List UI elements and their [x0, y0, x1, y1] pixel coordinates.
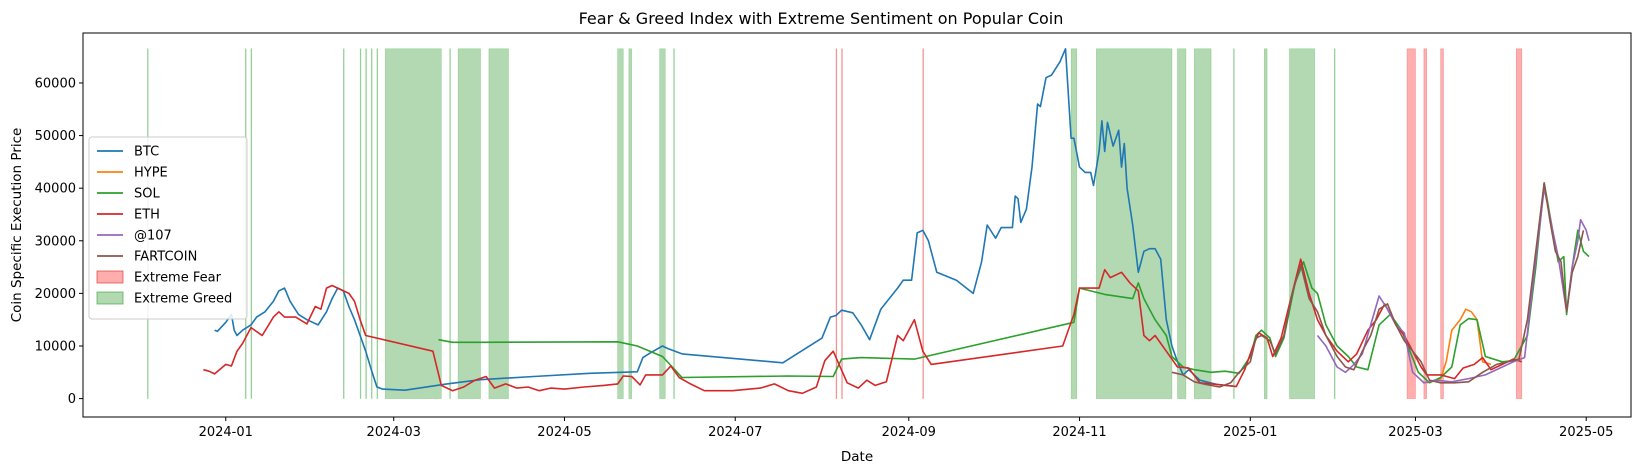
x-tick-label: 2024-01	[199, 425, 253, 440]
legend-label: BTC	[134, 145, 159, 160]
series-lines	[203, 48, 1590, 395]
extreme-greed-band	[1263, 48, 1268, 399]
y-tick-label: 50000	[35, 129, 76, 144]
extreme-greed-band	[457, 48, 481, 399]
extreme-greed-band	[449, 48, 451, 399]
legend-label: FARTCOIN	[134, 250, 197, 265]
extreme-fear-band	[922, 48, 924, 399]
extreme-fear-band	[841, 48, 843, 399]
extreme-greed-band	[1177, 48, 1187, 399]
extreme-greed-band	[659, 48, 666, 399]
extreme-greed-band	[250, 48, 253, 399]
series-line-fartcoin	[1171, 182, 1585, 388]
x-tick-label: 2024-09	[882, 425, 936, 440]
extreme-greed-band	[1096, 48, 1173, 399]
y-tick-label: 40000	[35, 182, 76, 197]
extreme-fear-band	[835, 48, 838, 399]
x-tick-label: 2025-03	[1388, 425, 1442, 440]
sentiment-bands	[147, 48, 1523, 399]
extreme-greed-band	[359, 48, 362, 399]
y-tick-label: 0	[68, 392, 76, 407]
legend-swatch	[96, 291, 124, 305]
x-tick-label: 2025-05	[1559, 425, 1613, 440]
y-tick-label: 30000	[35, 234, 76, 249]
series-line-sol	[438, 182, 1590, 384]
extreme-greed-band	[673, 48, 675, 399]
extreme-greed-band	[371, 48, 373, 399]
extreme-greed-band	[488, 48, 509, 399]
legend-box	[88, 136, 248, 320]
legend-label: ETH	[134, 208, 160, 223]
extreme-greed-band	[1194, 48, 1212, 399]
extreme-greed-band	[1070, 48, 1078, 399]
legend-label: Extreme Greed	[134, 292, 232, 307]
extreme-greed-band	[376, 48, 379, 399]
y-axis-label: Coin Specific Execution Price	[9, 128, 25, 323]
extreme-greed-band	[365, 48, 367, 399]
x-axis-label: Date	[841, 449, 873, 465]
extreme-fear-band	[1515, 48, 1523, 399]
legend: BTC HYPE SOL ETH @107 FARTCOIN Extreme Fear Ext…	[88, 136, 248, 320]
chart-title: Fear & Greed Index with Extreme Sentimen…	[579, 9, 1064, 28]
extreme-fear-band	[1423, 48, 1427, 399]
series-line-btc	[214, 48, 1237, 391]
x-tick-label: 2024-07	[708, 425, 762, 440]
extreme-greed-band	[628, 48, 632, 399]
y-tick-label: 10000	[35, 339, 76, 354]
legend-label: HYPE	[134, 166, 168, 181]
extreme-fear-band	[1406, 48, 1416, 399]
x-tick-label: 2024-11	[1052, 425, 1106, 440]
extreme-greed-band	[343, 48, 345, 399]
x-axis-ticks: 2024-01 2024-03 2024-05 2024-07 2024-09 2024-…	[199, 417, 1613, 440]
extreme-greed-band	[617, 48, 624, 399]
legend-swatch	[96, 270, 124, 284]
series-line-hype	[1426, 308, 1492, 384]
extreme-greed-band	[1333, 48, 1336, 399]
y-tick-label: 60000	[35, 76, 76, 91]
legend-label: @107	[134, 229, 172, 244]
x-tick-label: 2024-03	[367, 425, 421, 440]
extreme-greed-band	[385, 48, 442, 399]
extreme-greed-band	[1289, 48, 1315, 399]
extreme-greed-band	[1233, 48, 1235, 399]
x-tick-label: 2025-01	[1223, 425, 1277, 440]
x-tick-label: 2024-05	[537, 425, 591, 440]
plot-frame	[82, 32, 1632, 418]
legend-label: Extreme Fear	[134, 271, 222, 286]
series-line-eth	[203, 258, 1523, 395]
y-axis-ticks: 0 10000 20000 30000 40000 50000 60000	[35, 76, 83, 407]
legend-label: SOL	[134, 187, 160, 202]
extreme-fear-band	[1440, 48, 1444, 399]
y-tick-label: 20000	[35, 287, 76, 302]
